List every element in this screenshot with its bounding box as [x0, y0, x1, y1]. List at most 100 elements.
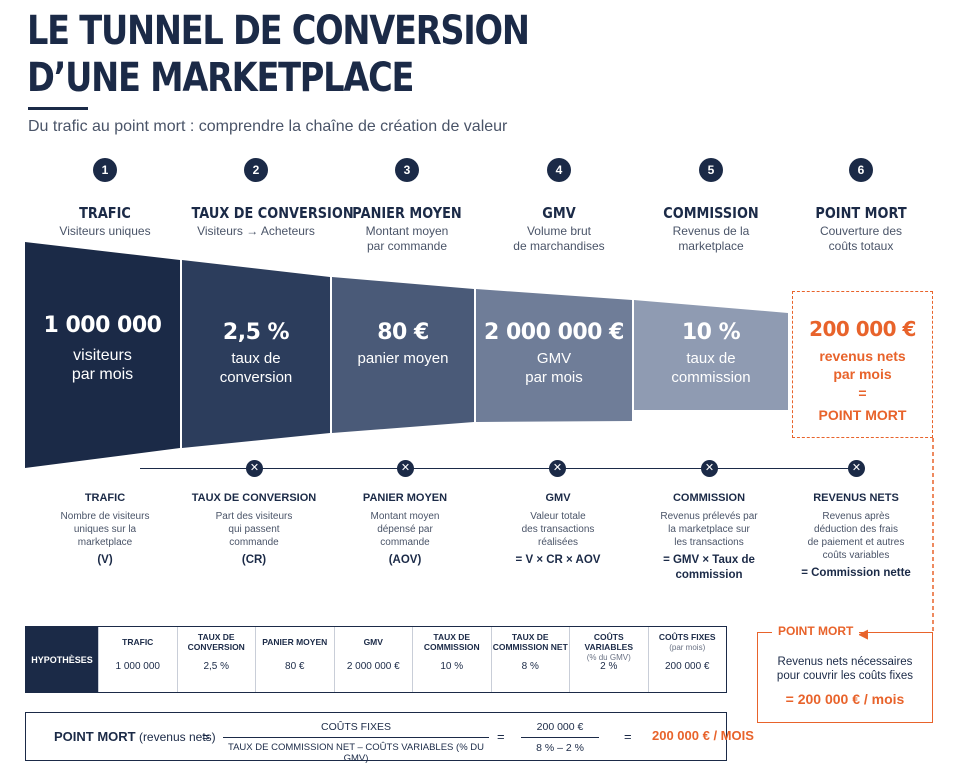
- hypotheses-header: HYPOTHÈSES: [26, 627, 98, 692]
- page-subtitle: Du trafic au point mort : comprendre la …: [28, 118, 508, 135]
- formula-axis-line: [140, 468, 860, 469]
- definition-panier-moyen: PANIER MOYEN Montant moyen dépensé par c…: [335, 492, 475, 568]
- hypothesis-label: TAUX DE COMMISSION NET: [492, 632, 568, 652]
- definition-heading: REVENUS NETS: [813, 492, 899, 504]
- step-panier-moyen: 3 PANIER MOYEN Montant moyen par command…: [332, 158, 482, 254]
- hypothesis-cell: PANIER MOYEN 80 €: [255, 627, 334, 692]
- fraction-numerator: COÛTS FIXES: [223, 721, 489, 738]
- hypothesis-value: 2 %: [600, 661, 618, 672]
- step-point-mort: 6 POINT MORT Couverture des coûts totaux: [786, 158, 936, 254]
- step-number-badge: 5: [699, 158, 723, 182]
- hypothesis-cell: COÛTS VARIABLES (% du GMV) 2 %: [569, 627, 648, 692]
- hypothesis-cell: TRAFIC 1 000 000: [98, 627, 177, 692]
- equals-sign: =: [497, 729, 505, 744]
- funnel-text-gmv: 2 000 000 € GMV par mois: [476, 320, 632, 387]
- step-description: Couverture des coûts totaux: [819, 224, 903, 253]
- hypothesis-value: 80 €: [285, 661, 305, 672]
- point-mort-card-tag: POINT MORT: [772, 624, 860, 638]
- page-title: LE TUNNEL DE CONVERSION D’UNE MARKETPLAC…: [27, 8, 531, 102]
- funnel-text-commission: 10 % taux de commission: [634, 320, 788, 387]
- formula-result: 200 000 € / MOIS: [652, 728, 754, 743]
- formula-label-bold: POINT MORT: [54, 729, 136, 744]
- equals-sign: =: [858, 385, 867, 401]
- point-mort-caption: revenus nets par mois: [819, 348, 906, 382]
- definition-formula: (V): [97, 554, 113, 566]
- hypothesis-note: (% du GMV): [586, 653, 631, 662]
- step-label: GMV: [542, 204, 576, 222]
- funnel-text-trafic: 1 000 000 visiteurs par mois: [25, 313, 180, 384]
- step-number-badge: 3: [395, 158, 419, 182]
- hypothesis-cell: GMV 2 000 000 €: [333, 627, 413, 692]
- fraction-numerator: 200 000 €: [521, 721, 599, 738]
- funnel-value: 1 000 000: [43, 313, 162, 338]
- hypothesis-label: PANIER MOYEN: [262, 637, 328, 647]
- definition-heading: GMV: [545, 492, 571, 504]
- hypothesis-label: COÛTS FIXES: [658, 632, 716, 642]
- definition-heading: TAUX DE CONVERSION: [191, 492, 317, 504]
- hypothesis-value: 8 %: [521, 661, 539, 672]
- hypotheses-table: HYPOTHÈSES TRAFIC 1 000 000 TAUX DE CONV…: [25, 626, 727, 693]
- hypothesis-label: GMV: [363, 637, 383, 647]
- arrow-left-icon: ◀: [858, 626, 868, 641]
- formula-fraction-values: 200 000 € 8 % – 2 %: [521, 721, 599, 754]
- hypothesis-value: 2 000 000 €: [346, 661, 400, 672]
- step-label: COMMISSION: [663, 204, 759, 222]
- hypothesis-note: (par mois): [669, 643, 706, 652]
- step-number-badge: 2: [244, 158, 268, 182]
- definition-text: Nombre de visiteurs uniques sur la marke…: [60, 511, 150, 548]
- step-gmv: 4 GMV Volume brut de marchandises: [484, 158, 634, 254]
- step-label: TRAFIC: [79, 204, 131, 222]
- definition-formula: = V × CR × AOV: [515, 554, 601, 566]
- multiply-icon: ✕: [848, 460, 865, 477]
- definition-text: Valeur totale des transactions réalisées: [521, 511, 595, 548]
- point-mort-card: POINT MORT Revenus nets nécessaires pour…: [757, 624, 933, 723]
- point-mort-value: 200 000 €: [809, 317, 916, 341]
- hypothesis-cell: TAUX DE COMMISSION 10 %: [412, 627, 491, 692]
- definition-heading: PANIER MOYEN: [362, 492, 448, 504]
- funnel-segment-conversion: [182, 260, 330, 448]
- definition-text: Revenus après déduction des frais de pai…: [807, 511, 905, 561]
- definition-formula: (CR): [241, 554, 267, 566]
- step-description: Volume brut de marchandises: [513, 224, 605, 253]
- break-even-formula: POINT MORT (revenus nets) = COÛTS FIXES …: [25, 712, 754, 764]
- multiply-icon: ✕: [397, 460, 414, 477]
- step-number-badge: 6: [849, 158, 873, 182]
- definition-trafic: TRAFIC Nombre de visiteurs uniques sur l…: [35, 492, 175, 568]
- equals-sign: =: [202, 729, 210, 744]
- step-trafic: 1 TRAFIC Visiteurs uniques: [30, 158, 180, 239]
- definition-revenus-nets: REVENUS NETS Revenus après déduction des…: [786, 492, 926, 581]
- title-underline: [28, 107, 88, 110]
- definition-formula: (AOV): [388, 554, 422, 566]
- fraction-denominator: TAUX DE COMMISSION NET – COÛTS VARIABLES…: [227, 742, 484, 764]
- point-mort-card-text: Revenus nets nécessaires pour couvrir le…: [776, 656, 914, 682]
- funnel-caption: panier moyen: [357, 350, 449, 367]
- funnel-text-panier: 80 € panier moyen: [332, 320, 474, 368]
- funnel-segment-commission: [634, 300, 788, 410]
- formula-label-rest: (revenus nets): [135, 730, 216, 744]
- funnel-text-conversion: 2,5 % taux de conversion: [182, 320, 330, 387]
- hypothesis-value: 10 %: [440, 661, 464, 672]
- step-description: Revenus de la marketplace: [672, 224, 750, 253]
- step-description: Visiteurs uniques: [59, 224, 151, 238]
- step-number-badge: 4: [547, 158, 571, 182]
- definition-taux-conversion: TAUX DE CONVERSION Part des visiteurs qu…: [184, 492, 324, 568]
- point-mort-label: POINT MORT: [818, 407, 907, 423]
- hypothesis-value: 200 000 €: [665, 661, 710, 672]
- step-description: Montant moyen par commande: [365, 224, 449, 253]
- hypothesis-cell: TAUX DE CONVERSION 2,5 %: [176, 627, 256, 692]
- definition-text: Revenus prélevés par la marketplace sur …: [660, 511, 758, 548]
- definition-text: Part des visiteurs qui passent commande: [215, 511, 293, 548]
- multiply-icon: ✕: [549, 460, 566, 477]
- point-mort-highlight: 200 000 € revenus nets par mois = POINT …: [792, 291, 933, 438]
- step-number-badge: 1: [93, 158, 117, 182]
- equals-sign: =: [624, 729, 632, 744]
- hypothesis-label: TAUX DE COMMISSION: [423, 632, 480, 652]
- definition-formula: = GMV × Taux de commission: [663, 554, 755, 581]
- fraction-denominator: 8 % – 2 %: [536, 742, 584, 754]
- funnel-caption: taux de conversion: [219, 350, 293, 386]
- step-commission: 5 COMMISSION Revenus de la marketplace: [636, 158, 786, 254]
- funnel-caption: taux de commission: [671, 350, 751, 386]
- definition-text: Montant moyen dépensé par commande: [370, 511, 440, 548]
